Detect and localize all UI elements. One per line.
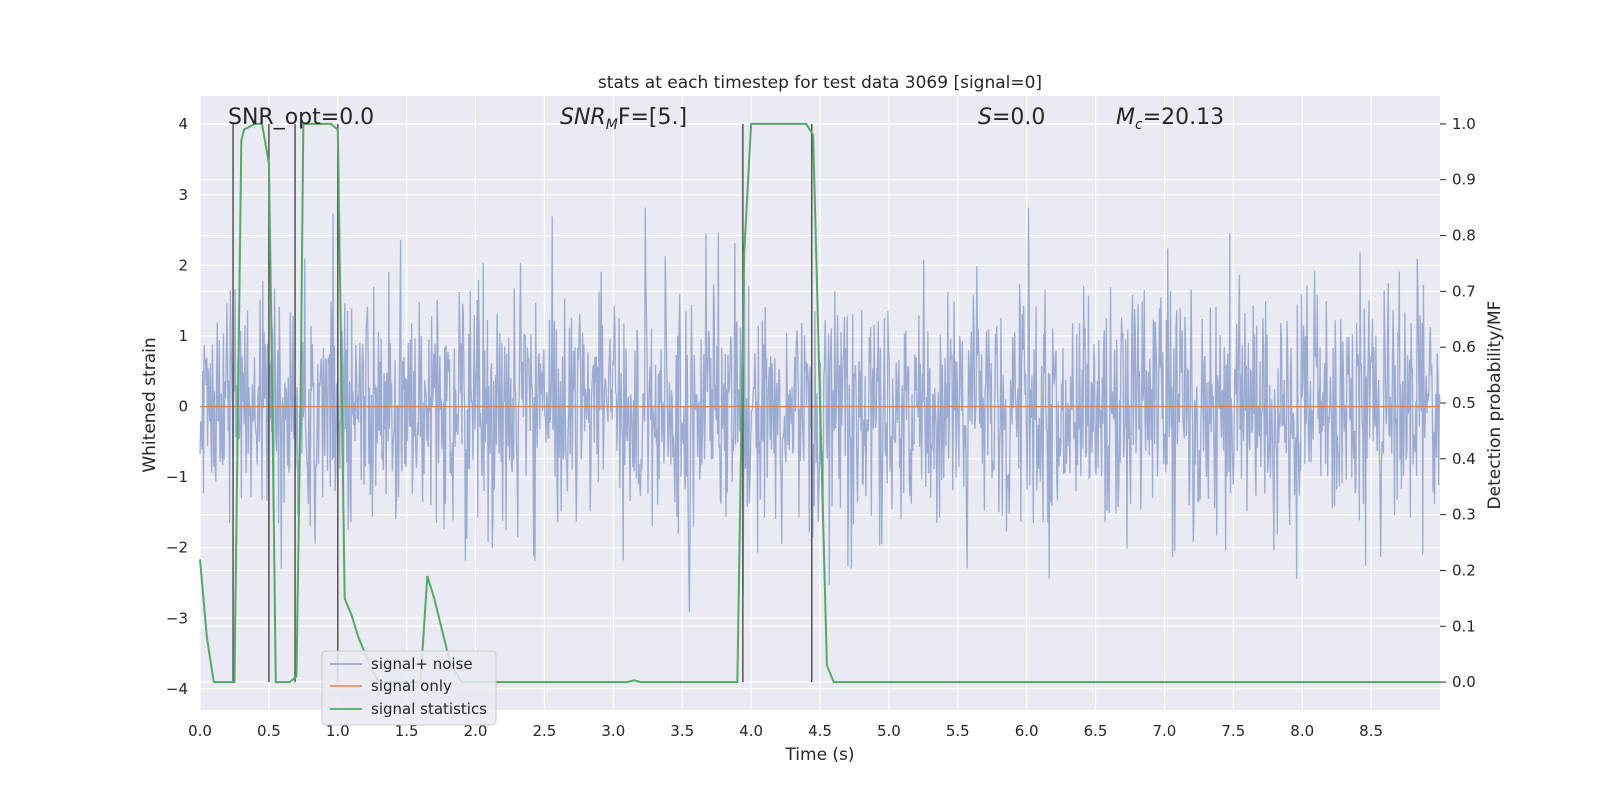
y-right-tick-label: 0.3 [1452,506,1476,524]
x-tick-label: 1.0 [326,722,350,740]
x-tick-label: 7.0 [1153,722,1177,740]
y-axis-right-label: Detection probability/MF [1485,301,1505,510]
annotation-snr-opt: SNR_opt=0.0 [228,105,374,130]
x-tick-label: 1.5 [395,722,419,740]
x-tick-label: 5.0 [877,722,901,740]
annotation-mc: Mc=20.13 [1116,105,1224,133]
y-right-tick-label: 0.7 [1452,282,1476,300]
annotation-mc-sub: c [1135,117,1143,133]
y-tick-label: 3 [178,186,188,204]
vertical-markers [232,123,813,683]
legend-label-signal-plus-noise: signal+ noise [371,655,473,673]
x-tick-label: 3.5 [670,722,694,740]
x-tick-label: 0.0 [188,722,212,740]
x-tick-label: 8.0 [1290,722,1314,740]
x-tick-label: 2.5 [533,722,557,740]
x-tick-label: 4.5 [808,722,832,740]
y-right-tick-label: 0.2 [1452,561,1476,579]
x-tick-label: 4.0 [739,722,763,740]
annotation-s-main: S [978,105,992,130]
chart-title: stats at each timestep for test data 306… [598,73,1042,93]
y-right-tick-label: 0.5 [1452,394,1476,412]
x-tick-label: 2.0 [464,722,488,740]
y-tick-label: −3 [166,609,188,627]
y-axis-ticks: 4 3 2 1 0 −1 −2 −3 −4 [166,115,188,698]
y-tick-label: −2 [166,539,188,557]
y-right-tick-label: 0.4 [1452,450,1476,468]
y-tick-label: 0 [178,398,188,416]
x-axis-label: Time (s) [784,745,854,765]
y-tick-label: 4 [178,115,188,133]
annotation-snr-mf: SNRMF=[5.] [560,105,687,133]
x-tick-label: 3.0 [601,722,625,740]
annotation-mc-main: M [1116,105,1135,130]
legend-label-signal-only: signal only [371,677,452,695]
y-right-tick-label: 0.1 [1452,617,1476,635]
y-right-tick-label: 0.8 [1452,227,1476,245]
y-tick-label: −4 [166,680,188,698]
legend: signal+ noise signal only signal statist… [321,650,497,726]
annotation-s: S=0.0 [978,105,1045,130]
x-tick-label: 6.0 [1015,722,1039,740]
y-tick-label: −1 [166,468,188,486]
y-axis-label: Whitened strain [140,337,160,472]
y-axis-right-ticks: 1.0 0.9 0.8 0.7 0.6 0.5 0.4 0.3 0.2 0.1 0.0 [1440,115,1476,691]
x-tick-label: 5.5 [946,722,970,740]
legend-box [321,650,497,726]
annotation-snr-mf-rest: F=[5.] [618,105,687,130]
x-tick-label: 8.5 [1359,722,1383,740]
x-tick-label: 0.5 [257,722,281,740]
x-tick-label: 6.5 [1084,722,1108,740]
y-right-tick-label: 0.9 [1452,171,1476,189]
x-axis-ticks: 0.0 0.5 1.0 1.5 2.0 2.5 3.0 3.5 4.0 4.5 5.0 5.5 6.0 6… [188,722,1383,740]
annotation-s-rest: =0.0 [992,105,1045,130]
annotation-snr-mf-sub: M [606,117,618,133]
y-right-tick-label: 1.0 [1452,115,1476,133]
legend-label-signal-statistics: signal statistics [371,700,487,718]
x-tick-label: 7.5 [1221,722,1245,740]
annotation-snr-mf-main: SNR [560,105,606,130]
y-tick-label: 1 [178,327,188,345]
y-right-tick-label: 0.6 [1452,338,1476,356]
y-right-tick-label: 0.0 [1452,673,1476,691]
y-tick-label: 2 [178,256,188,274]
annotation-mc-rest: =20.13 [1143,105,1224,130]
